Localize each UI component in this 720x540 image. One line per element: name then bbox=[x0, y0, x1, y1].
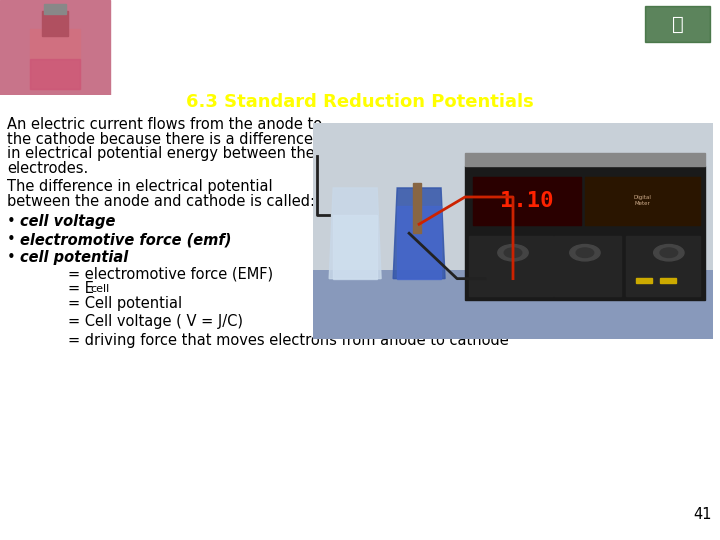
Bar bbox=[469, 235, 553, 296]
Circle shape bbox=[504, 248, 522, 258]
Bar bbox=[636, 278, 652, 283]
Bar bbox=[42, 11, 68, 36]
Bar bbox=[645, 6, 710, 42]
Text: 41: 41 bbox=[693, 507, 712, 522]
Text: •: • bbox=[7, 251, 16, 265]
Bar bbox=[554, 235, 621, 296]
Text: •: • bbox=[7, 214, 16, 230]
Text: Chapter 6 / Electrochemistry: Chapter 6 / Electrochemistry bbox=[225, 20, 606, 44]
Text: An electric current flows from the anode to: An electric current flows from the anode… bbox=[7, 117, 322, 132]
Text: the cathode because there is a difference: the cathode because there is a differenc… bbox=[7, 132, 313, 147]
Text: cell potential: cell potential bbox=[20, 251, 128, 265]
Text: between the anode and cathode is called:: between the anode and cathode is called: bbox=[7, 194, 315, 209]
Text: cell: cell bbox=[90, 285, 109, 294]
Text: •: • bbox=[7, 232, 16, 247]
Text: The difference in electrical potential: The difference in electrical potential bbox=[7, 179, 273, 194]
Text: cell voltage: cell voltage bbox=[20, 214, 115, 230]
Bar bbox=[313, 270, 713, 339]
Bar bbox=[640, 2, 715, 44]
Bar bbox=[333, 215, 377, 279]
Bar bbox=[585, 177, 700, 225]
Bar bbox=[413, 184, 421, 233]
Text: Digital
Meter: Digital Meter bbox=[634, 195, 652, 206]
Text: = driving force that moves electrons from anode to cathode: = driving force that moves electrons fro… bbox=[68, 333, 509, 348]
Bar bbox=[626, 235, 700, 296]
Bar bbox=[30, 29, 80, 90]
Bar bbox=[660, 278, 676, 283]
Circle shape bbox=[654, 245, 684, 261]
Text: in electrical potential energy between the: in electrical potential energy between t… bbox=[7, 146, 315, 161]
Circle shape bbox=[498, 245, 528, 261]
Text: = electromotive force (EMF): = electromotive force (EMF) bbox=[68, 267, 273, 282]
Text: = Cell potential: = Cell potential bbox=[68, 296, 182, 311]
Circle shape bbox=[660, 248, 678, 258]
Text: electromotive force (emf): electromotive force (emf) bbox=[20, 232, 231, 247]
Bar bbox=[465, 153, 705, 166]
Bar bbox=[44, 4, 66, 14]
Circle shape bbox=[576, 248, 594, 258]
Text: electrodes.: electrodes. bbox=[7, 161, 89, 176]
Bar bbox=[30, 59, 80, 90]
Text: = E: = E bbox=[68, 281, 94, 296]
Polygon shape bbox=[329, 188, 381, 279]
Polygon shape bbox=[393, 188, 445, 279]
Bar bbox=[0, 0, 110, 94]
Text: = Cell voltage ( V = J/C): = Cell voltage ( V = J/C) bbox=[68, 314, 243, 329]
Text: 1.10: 1.10 bbox=[500, 191, 554, 211]
Circle shape bbox=[570, 245, 600, 261]
Bar bbox=[473, 177, 581, 225]
Bar bbox=[397, 206, 441, 279]
Bar bbox=[465, 166, 705, 300]
Text: 🏛: 🏛 bbox=[672, 15, 684, 33]
Text: 6.3 Standard Reduction Potentials: 6.3 Standard Reduction Potentials bbox=[186, 93, 534, 111]
Bar bbox=[313, 123, 713, 274]
